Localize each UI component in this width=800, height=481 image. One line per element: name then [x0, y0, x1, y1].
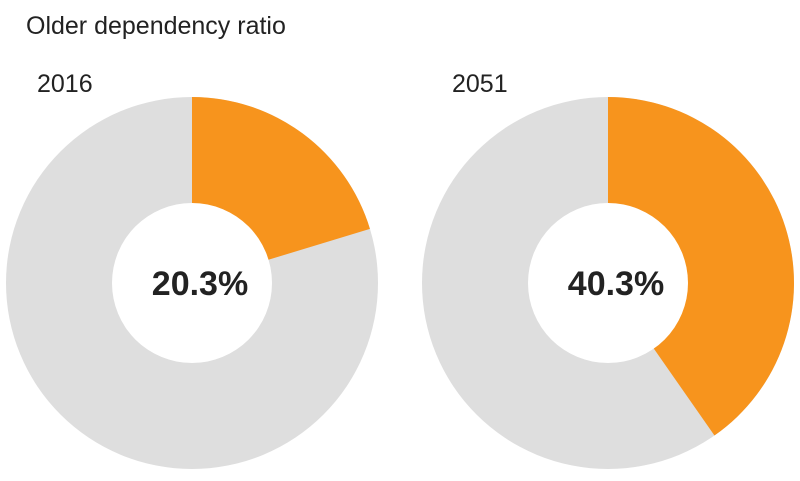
donut-chart-2051: 2051 40.3%: [422, 70, 794, 469]
donut-hole-2051: [528, 203, 688, 363]
donut-center-label-2016: 20.3%: [152, 265, 248, 303]
donut-hole-2016: [112, 203, 272, 363]
donut-chart-2016: 2016 20.3%: [6, 70, 378, 469]
donut-year-label-2016: 2016: [37, 70, 93, 98]
donut-center-label-2051: 40.3%: [568, 265, 664, 303]
donut-slice-2051: [608, 97, 794, 436]
chart-title: Older dependency ratio: [26, 12, 286, 40]
donut-year-label-2051: 2051: [452, 70, 508, 98]
